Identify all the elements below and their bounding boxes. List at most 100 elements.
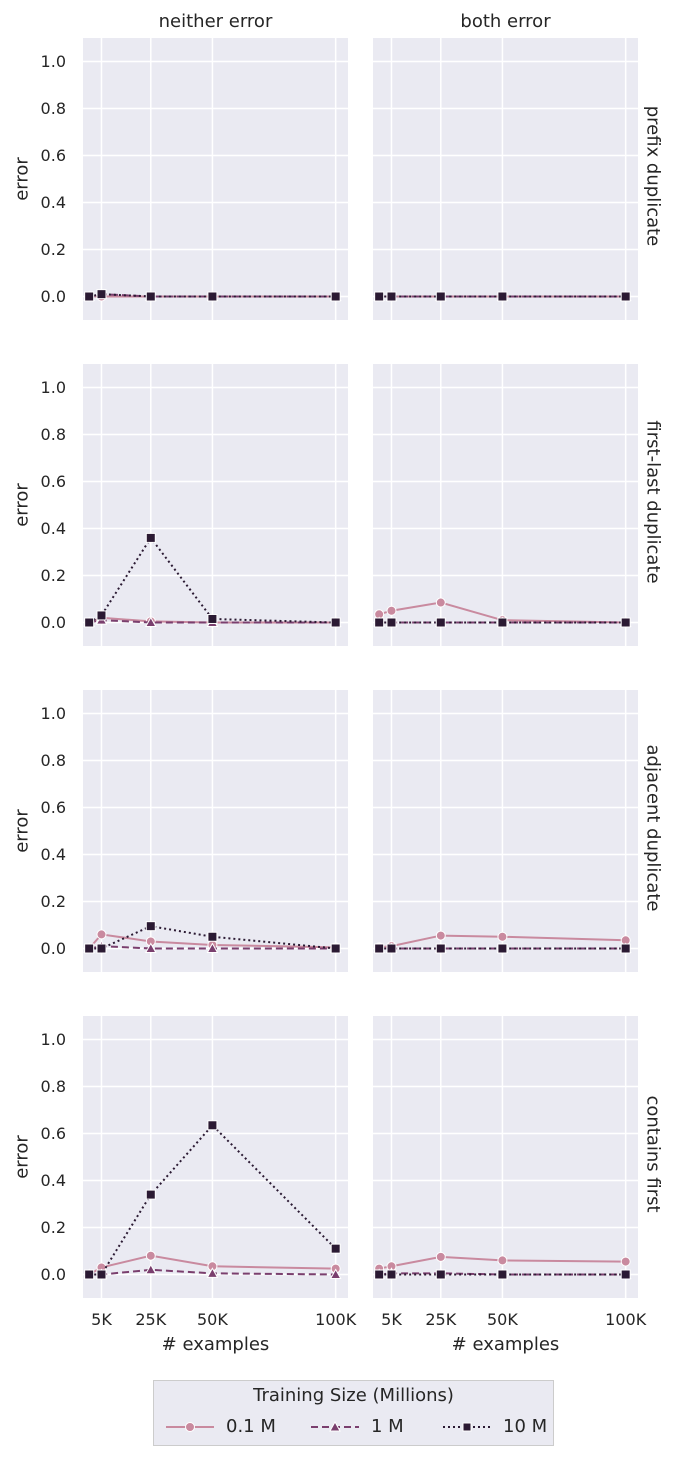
facet-line-chart: neither error both error prefix duplicate f… bbox=[12, 11, 664, 1355]
y-tick-label: 1.0 bbox=[41, 704, 66, 723]
y-tick-label: 0.6 bbox=[41, 798, 66, 817]
data-point-10-m bbox=[374, 1269, 385, 1280]
y-tick-label: 0.8 bbox=[41, 751, 66, 770]
y-tick-label: 0.8 bbox=[41, 1077, 66, 1096]
data-point-10-m bbox=[497, 617, 508, 628]
x-tick-label: 100K bbox=[605, 1310, 647, 1329]
x-tick-label: 5K bbox=[91, 1310, 112, 1329]
data-point-10-m bbox=[145, 291, 156, 302]
data-point-0-1-m bbox=[497, 1255, 508, 1266]
data-point-0-1-m bbox=[96, 929, 107, 940]
y-tick-label: 0.0 bbox=[41, 939, 66, 958]
data-point-10-m bbox=[435, 617, 446, 628]
data-point-10-m bbox=[497, 291, 508, 302]
y-tick-label: 0.4 bbox=[41, 519, 66, 538]
column-title-both-error: both error bbox=[460, 11, 551, 32]
data-point-10-m bbox=[207, 613, 218, 624]
data-point-10-m bbox=[145, 921, 156, 932]
row-title-adjacent-duplicate: adjacent duplicate bbox=[643, 745, 664, 912]
data-point-1-m bbox=[144, 616, 157, 627]
data-point-10-m bbox=[386, 617, 397, 628]
data-point-10-m bbox=[330, 943, 341, 954]
data-point-10-m bbox=[84, 943, 95, 954]
legend-label-1m: 1 M bbox=[371, 1416, 404, 1437]
panel-first-last-duplicate-both-error bbox=[373, 364, 638, 646]
data-point-1-m bbox=[206, 942, 219, 953]
y-tick-label: 0.6 bbox=[41, 1124, 66, 1143]
data-point-0-1-m bbox=[435, 930, 446, 941]
panel-background bbox=[373, 1016, 638, 1298]
data-point-10-m bbox=[374, 943, 385, 954]
y-axis-label: error bbox=[12, 483, 33, 527]
panel-background bbox=[83, 690, 348, 972]
data-point-10-m bbox=[386, 943, 397, 954]
y-tick-label: 1.0 bbox=[41, 52, 66, 71]
y-tick-label: 0.8 bbox=[41, 425, 66, 444]
y-tick-label: 0.2 bbox=[41, 566, 66, 585]
y-tick-label: 0.0 bbox=[41, 287, 66, 306]
panel-first-last-duplicate-neither-error bbox=[83, 364, 348, 646]
legend-swatch-0.1m bbox=[166, 1422, 214, 1432]
y-axis-label: error bbox=[12, 157, 33, 201]
y-tick-label: 0.4 bbox=[41, 193, 66, 212]
data-point-10-m bbox=[620, 291, 631, 302]
data-point-10-m bbox=[96, 610, 107, 621]
data-point-10-m bbox=[435, 1269, 446, 1280]
data-point-0-1-m bbox=[620, 1256, 631, 1267]
data-point-10-m bbox=[145, 532, 156, 543]
y-tick-label: 0.2 bbox=[41, 892, 66, 911]
y-tick-label: 1.0 bbox=[41, 1030, 66, 1049]
data-point-10-m bbox=[330, 617, 341, 628]
data-point-0-1-m bbox=[435, 597, 446, 608]
y-tick-label: 0.4 bbox=[41, 1171, 66, 1190]
data-point-10-m bbox=[497, 1269, 508, 1280]
row-title-first-last-duplicate: first-last duplicate bbox=[643, 420, 664, 583]
y-axis-label: error bbox=[12, 1135, 33, 1179]
panel-prefix-duplicate-both-error bbox=[373, 38, 638, 320]
y-tick-label: 0.6 bbox=[41, 146, 66, 165]
data-point-10-m bbox=[84, 1269, 95, 1280]
x-tick-label: 25K bbox=[425, 1310, 456, 1329]
data-point-10-m bbox=[207, 291, 218, 302]
data-point-1-m bbox=[144, 1263, 157, 1275]
data-point-10-m bbox=[620, 943, 631, 954]
legend-label-10m: 10 M bbox=[503, 1416, 548, 1437]
data-point-10-m bbox=[96, 289, 107, 300]
data-point-10-m bbox=[96, 1269, 107, 1280]
data-point-0-1-m bbox=[145, 1250, 156, 1261]
x-tick-label: 5K bbox=[381, 1310, 402, 1329]
data-point-0-1-m bbox=[435, 1251, 446, 1262]
x-axis-label: # examples bbox=[452, 1334, 560, 1355]
panel-contains-first-both-error bbox=[373, 1016, 638, 1298]
panel-background bbox=[373, 690, 638, 972]
data-point-10-m bbox=[386, 1269, 397, 1280]
y-tick-label: 0.0 bbox=[41, 613, 66, 632]
legend-swatch-1m bbox=[311, 1420, 359, 1432]
y-tick-label: 0.2 bbox=[41, 1218, 66, 1237]
row-title-contains-first: contains first bbox=[643, 1095, 664, 1212]
data-point-10-m bbox=[620, 617, 631, 628]
y-axis-label: error bbox=[12, 809, 33, 853]
data-point-1-m bbox=[206, 1267, 219, 1278]
panel-background bbox=[83, 1016, 348, 1298]
data-point-10-m bbox=[435, 291, 446, 302]
legend-swatch-10m bbox=[443, 1422, 491, 1432]
panel-background bbox=[83, 364, 348, 646]
x-tick-label: 25K bbox=[135, 1310, 166, 1329]
data-point-10-m bbox=[374, 617, 385, 628]
data-point-10-m bbox=[96, 943, 107, 954]
panel-background bbox=[83, 38, 348, 320]
x-axis-label: # examples bbox=[162, 1334, 270, 1355]
legend-label-0.1m: 0.1 M bbox=[226, 1416, 276, 1437]
x-tick-label: 50K bbox=[487, 1310, 518, 1329]
y-tick-label: 0.4 bbox=[41, 845, 66, 864]
panel-adjacent-duplicate-neither-error bbox=[83, 690, 348, 972]
data-point-1-m bbox=[144, 942, 157, 953]
data-point-10-m bbox=[374, 291, 385, 302]
data-point-0-1-m bbox=[386, 605, 397, 616]
chart-legend: Training Size (Millions) 0.1 M 1 M 10 M bbox=[153, 1380, 554, 1446]
data-point-10-m bbox=[386, 291, 397, 302]
data-point-10-m bbox=[84, 291, 95, 302]
data-point-10-m bbox=[207, 931, 218, 942]
x-tick-label: 50K bbox=[197, 1310, 228, 1329]
